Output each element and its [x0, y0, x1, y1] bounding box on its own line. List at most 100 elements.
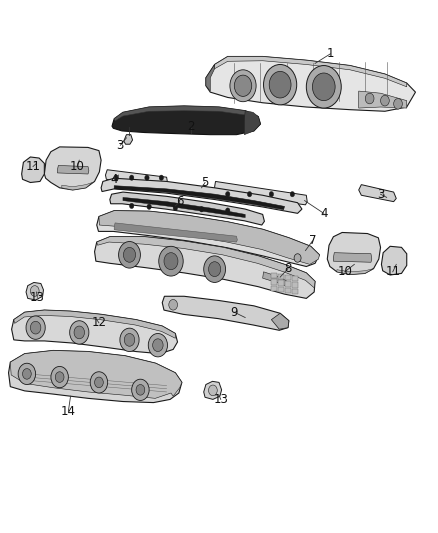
Circle shape [114, 175, 119, 180]
Circle shape [204, 256, 226, 282]
Polygon shape [279, 287, 284, 292]
Circle shape [26, 316, 45, 340]
Circle shape [394, 99, 403, 109]
Polygon shape [272, 273, 277, 278]
Text: 3: 3 [117, 139, 124, 152]
Circle shape [145, 175, 149, 180]
Text: 6: 6 [176, 195, 184, 208]
Polygon shape [106, 169, 167, 185]
Circle shape [294, 254, 301, 262]
Circle shape [30, 321, 41, 334]
Polygon shape [279, 274, 284, 279]
Polygon shape [114, 223, 237, 242]
Circle shape [208, 385, 217, 395]
Polygon shape [359, 184, 396, 201]
Polygon shape [286, 288, 290, 293]
Circle shape [74, 326, 85, 339]
Polygon shape [99, 211, 319, 264]
Text: 10: 10 [70, 160, 85, 173]
Circle shape [119, 241, 141, 268]
Circle shape [164, 253, 178, 270]
Circle shape [130, 203, 134, 208]
Polygon shape [124, 135, 133, 144]
Text: 11: 11 [25, 160, 40, 173]
Polygon shape [292, 276, 297, 281]
Circle shape [136, 384, 145, 395]
Polygon shape [286, 281, 290, 287]
Polygon shape [204, 381, 222, 399]
Circle shape [159, 175, 163, 180]
Polygon shape [286, 275, 290, 280]
Text: 1: 1 [327, 47, 334, 60]
Circle shape [269, 191, 274, 197]
Circle shape [199, 207, 204, 212]
Polygon shape [206, 56, 416, 111]
Circle shape [124, 247, 136, 262]
Polygon shape [272, 286, 277, 291]
Polygon shape [101, 178, 302, 213]
Polygon shape [292, 289, 297, 294]
Circle shape [226, 191, 230, 197]
Circle shape [22, 368, 31, 379]
Text: 12: 12 [92, 317, 106, 329]
Circle shape [264, 64, 297, 105]
Circle shape [365, 93, 374, 104]
Circle shape [169, 300, 177, 310]
Circle shape [173, 205, 177, 211]
Circle shape [306, 66, 341, 108]
Circle shape [230, 70, 256, 102]
Polygon shape [97, 237, 315, 288]
Circle shape [30, 286, 39, 296]
Polygon shape [114, 106, 258, 121]
Polygon shape [292, 282, 297, 288]
Circle shape [290, 191, 294, 197]
Text: 9: 9 [230, 306, 238, 319]
Polygon shape [337, 269, 374, 274]
Polygon shape [381, 246, 407, 275]
Polygon shape [9, 351, 182, 402]
Circle shape [120, 328, 139, 352]
Text: 3: 3 [377, 188, 384, 201]
Text: 14: 14 [61, 405, 76, 417]
Polygon shape [333, 253, 372, 262]
Circle shape [124, 334, 135, 346]
Polygon shape [97, 211, 319, 266]
Circle shape [159, 246, 183, 276]
Polygon shape [26, 282, 43, 300]
Polygon shape [14, 310, 175, 338]
Circle shape [55, 372, 64, 382]
Circle shape [147, 204, 151, 209]
Polygon shape [263, 272, 289, 287]
Polygon shape [215, 56, 407, 87]
Text: 7: 7 [309, 235, 316, 247]
Circle shape [95, 377, 103, 387]
Polygon shape [44, 147, 101, 190]
Text: 10: 10 [337, 265, 352, 278]
Circle shape [312, 73, 335, 101]
Text: 4: 4 [110, 173, 118, 186]
Circle shape [18, 364, 35, 384]
Text: 13: 13 [213, 393, 228, 406]
Polygon shape [112, 106, 261, 135]
Polygon shape [215, 181, 307, 205]
Circle shape [51, 367, 68, 387]
Polygon shape [272, 313, 289, 329]
Polygon shape [110, 192, 265, 225]
Polygon shape [359, 91, 407, 108]
Text: 5: 5 [201, 176, 209, 189]
Polygon shape [279, 280, 284, 286]
Circle shape [148, 334, 167, 357]
Text: 13: 13 [30, 291, 45, 304]
Polygon shape [11, 351, 182, 398]
Polygon shape [162, 296, 289, 330]
Text: 8: 8 [284, 262, 292, 275]
Polygon shape [272, 279, 277, 285]
Circle shape [132, 379, 149, 400]
Circle shape [247, 191, 252, 197]
Polygon shape [12, 310, 177, 354]
Circle shape [269, 71, 291, 98]
Polygon shape [123, 197, 245, 217]
Polygon shape [57, 165, 89, 174]
Polygon shape [244, 111, 261, 135]
Circle shape [152, 339, 163, 352]
